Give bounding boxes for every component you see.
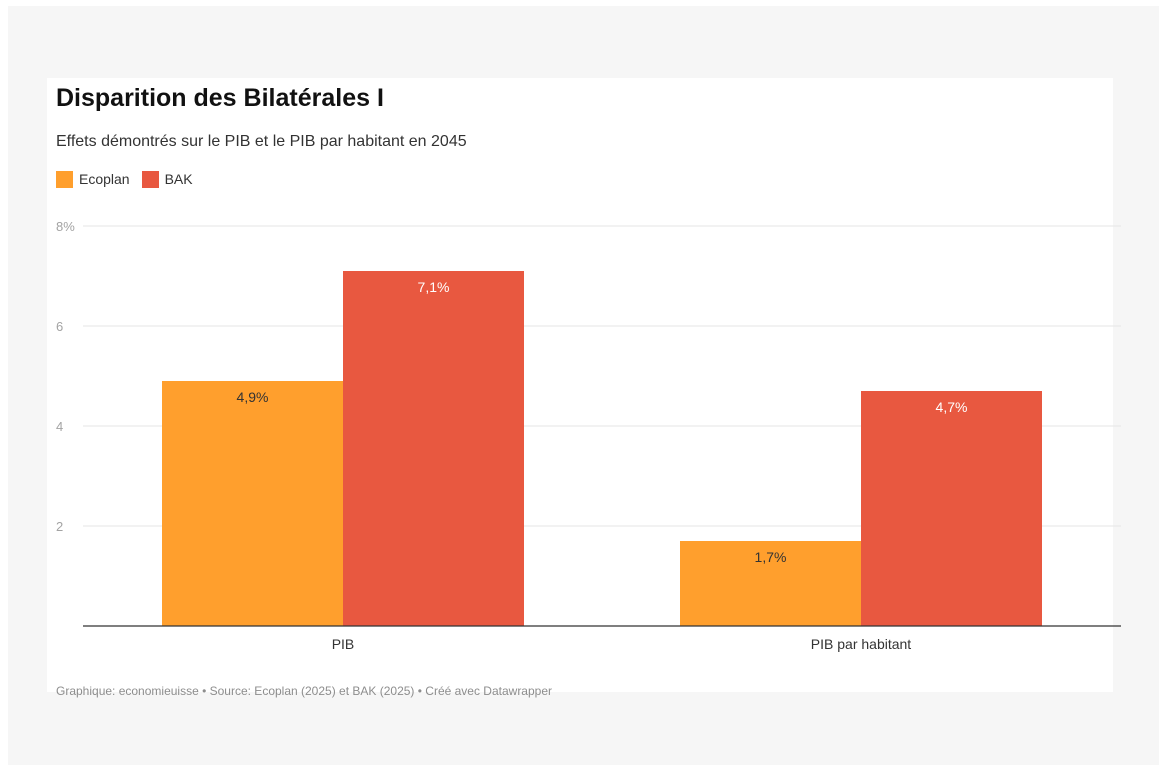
- y-tick-label: 4: [56, 419, 63, 434]
- legend-swatch-ecoplan: [56, 170, 73, 188]
- bar-value-label: 1,7%: [755, 549, 787, 565]
- y-tick-label: 2: [56, 519, 63, 534]
- y-tick-label: 6: [56, 319, 63, 334]
- bar-value-label: 4,9%: [237, 389, 269, 405]
- bar-bak-1: [861, 391, 1042, 626]
- x-tick-label: PIB par habitant: [811, 636, 912, 652]
- bar-ecoplan-1: [680, 541, 861, 626]
- legend: Ecoplan BAK: [56, 170, 193, 188]
- legend-label-ecoplan: Ecoplan: [79, 171, 130, 187]
- legend-label-bak: BAK: [164, 171, 193, 187]
- legend-swatch-bak: [141, 170, 159, 188]
- legend-item-bak: BAK: [141, 170, 193, 188]
- bar-value-label: 7,1%: [418, 279, 450, 295]
- bar-bak-0: [343, 271, 524, 626]
- chart-footer: Graphique: economieuisse • Source: Ecopl…: [56, 684, 553, 698]
- legend-item-ecoplan: Ecoplan: [56, 170, 130, 188]
- x-tick-label: PIB: [332, 636, 355, 652]
- chart-subtitle: Effets démontrés sur le PIB et le PIB pa…: [56, 133, 467, 150]
- y-tick-label: 8%: [56, 219, 75, 234]
- bar-ecoplan-0: [162, 381, 343, 626]
- bar-value-label: 4,7%: [936, 399, 968, 415]
- chart-title: Disparition des Bilatérales I: [56, 84, 384, 112]
